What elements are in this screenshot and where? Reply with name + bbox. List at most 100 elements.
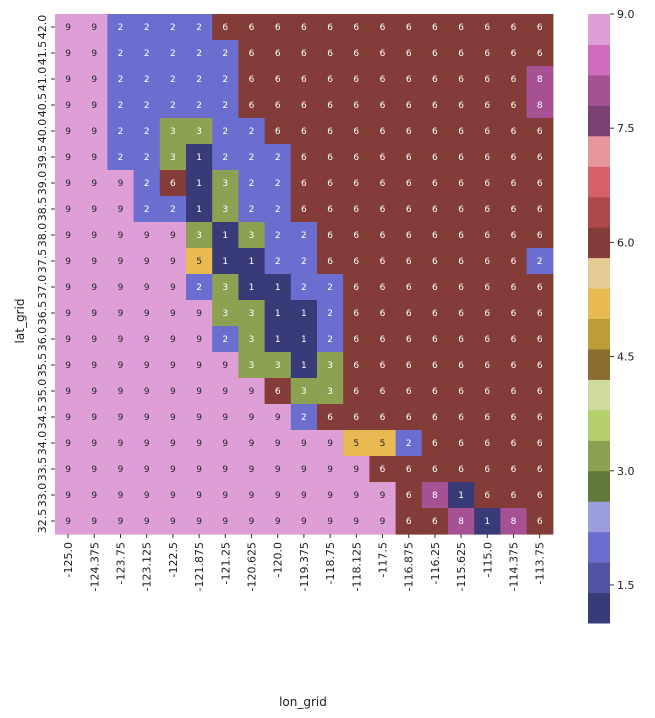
cell-value-label: 9 — [144, 491, 150, 501]
heatmap-cell — [369, 92, 397, 119]
heatmap-cell — [107, 14, 135, 41]
heatmap-cell — [159, 40, 187, 67]
cell-value-label: 9 — [327, 465, 333, 475]
cell-value-label: 9 — [65, 465, 71, 475]
y-tick-label: 34.5 — [36, 405, 49, 430]
heatmap-cell — [395, 430, 423, 457]
cell-value-label: 3 — [170, 127, 176, 137]
heatmap-cell — [317, 508, 344, 535]
cell-value-label: 6 — [484, 491, 490, 501]
heatmap-cell — [81, 40, 108, 67]
heatmap-cell — [81, 144, 108, 171]
cell-value-label: 9 — [196, 465, 202, 475]
heatmap-cell — [107, 430, 135, 457]
cell-value-label: 2 — [222, 101, 228, 111]
cell-value-label: 6 — [380, 75, 386, 85]
x-tick-label: -116.25 — [429, 542, 442, 584]
heatmap-cell — [264, 378, 292, 405]
cell-value-label: 6 — [537, 153, 543, 163]
heatmap-cell — [526, 66, 554, 93]
colorbar-segment — [588, 562, 610, 594]
cell-value-label: 6 — [406, 335, 412, 345]
cell-value-label: 9 — [91, 205, 97, 215]
cell-value-label: 6 — [432, 439, 438, 449]
heatmap-cell — [186, 66, 213, 93]
cell-value-label: 6 — [249, 49, 255, 59]
cell-value-label: 9 — [144, 283, 150, 293]
cell-value-label: 6 — [380, 101, 386, 111]
heatmap-cell — [264, 456, 292, 483]
cell-value-label: 9 — [91, 127, 97, 137]
cell-value-label: 6 — [432, 335, 438, 345]
cell-value-label: 6 — [432, 231, 438, 241]
heatmap-cell — [264, 508, 292, 535]
heatmap-cell — [526, 326, 554, 353]
x-tick-label: -120.0 — [272, 542, 285, 577]
cell-value-label: 6 — [537, 49, 543, 59]
cell-value-label: 2 — [406, 439, 412, 449]
heatmap-cell — [264, 352, 292, 379]
heatmap-cell — [317, 326, 344, 353]
heatmap-cell — [526, 482, 554, 509]
cell-value-label: 6 — [484, 361, 490, 371]
cell-value-label: 6 — [380, 179, 386, 189]
cell-value-label: 6 — [380, 335, 386, 345]
heatmap-cell — [448, 170, 475, 197]
cell-value-label: 9 — [196, 361, 202, 371]
cell-value-label: 6 — [275, 127, 281, 137]
cell-value-label: 6 — [458, 335, 464, 345]
heatmap-cell — [186, 326, 213, 353]
cell-value-label: 3 — [249, 231, 255, 241]
heatmap-cell — [474, 274, 501, 301]
heatmap-cell — [500, 482, 528, 509]
cell-value-label: 2 — [301, 231, 307, 241]
heatmap-cell — [369, 144, 397, 171]
cell-value-label: 9 — [144, 439, 150, 449]
y-tick-label: 35.0 — [36, 379, 49, 404]
cell-value-label: 9 — [91, 257, 97, 267]
heatmap-cell — [343, 196, 370, 223]
heatmap-cell — [212, 222, 239, 249]
cell-value-label: 9 — [301, 439, 307, 449]
cell-value-label: 9 — [222, 439, 228, 449]
cell-value-label: 6 — [458, 205, 464, 215]
heatmap-cell — [238, 352, 266, 379]
cell-value-label: 9 — [118, 335, 124, 345]
cell-value-label: 9 — [222, 517, 228, 527]
heatmap-cell — [369, 326, 397, 353]
cell-value-label: 9 — [118, 179, 124, 189]
heatmap-cell — [526, 144, 554, 171]
heatmap-cell — [369, 248, 397, 275]
cell-value-label: 9 — [118, 205, 124, 215]
cell-value-label: 6 — [327, 153, 333, 163]
heatmap-cell — [264, 326, 292, 353]
cell-value-label: 6 — [406, 517, 412, 527]
cell-value-label: 6 — [327, 257, 333, 267]
cell-value-label: 6 — [406, 387, 412, 397]
heatmap-cell — [107, 508, 135, 535]
heatmap-cell — [55, 352, 82, 379]
cell-value-label: 6 — [432, 387, 438, 397]
heatmap-cell — [133, 248, 161, 275]
heatmap-cell — [290, 222, 318, 249]
y-tick-label: 36.5 — [36, 301, 49, 326]
heatmap-cell — [500, 300, 528, 327]
cell-value-label: 9 — [65, 49, 71, 59]
cell-value-label: 1 — [196, 205, 202, 215]
x-tick-label: -123.125 — [141, 542, 154, 591]
heatmap-cell — [107, 40, 135, 67]
heatmap-cell — [107, 482, 135, 509]
cell-value-label: 9 — [91, 49, 97, 59]
heatmap-cell — [212, 378, 239, 405]
heatmap-cell — [238, 66, 266, 93]
heatmap-cell — [238, 274, 266, 301]
heatmap-cell — [186, 144, 213, 171]
cell-value-label: 6 — [327, 49, 333, 59]
heatmap-cell — [421, 404, 449, 431]
heatmap-cell — [212, 482, 239, 509]
heatmap-cell — [343, 508, 370, 535]
heatmap-cell — [421, 248, 449, 275]
heatmap-cell — [55, 248, 82, 275]
cell-value-label: 3 — [196, 231, 202, 241]
colorbar-segment — [588, 227, 610, 259]
